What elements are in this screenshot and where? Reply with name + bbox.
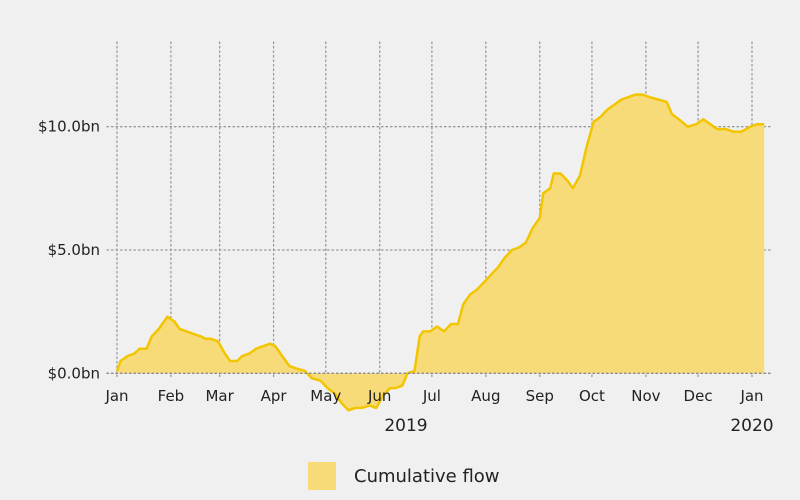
x-tick-label: Aug bbox=[471, 387, 500, 405]
y-tick-label: $10.0bn bbox=[38, 118, 100, 136]
series-line bbox=[115, 93, 765, 412]
year-label: 2020 bbox=[730, 416, 773, 436]
x-tick-label: Dec bbox=[684, 387, 713, 405]
x-tick-label: Jan bbox=[739, 387, 763, 405]
x-tick-label: Jan bbox=[104, 387, 128, 405]
legend-label: Cumulative flow bbox=[354, 465, 500, 487]
x-tick-label: Mar bbox=[205, 387, 234, 405]
x-tick-label: Feb bbox=[158, 387, 185, 405]
x-tick-label: Oct bbox=[579, 387, 605, 405]
y-tick-label: $0.0bn bbox=[48, 364, 100, 382]
legend-swatch bbox=[308, 462, 336, 490]
x-tick-label: May bbox=[310, 387, 341, 405]
x-tick-label: Jul bbox=[422, 387, 441, 405]
series-area bbox=[117, 94, 765, 411]
x-tick-label: Sep bbox=[526, 387, 554, 405]
year-label: 2019 bbox=[384, 416, 427, 436]
x-tick-label: Apr bbox=[261, 387, 288, 405]
x-tick-label: Nov bbox=[631, 387, 660, 405]
x-tick-label: Jun bbox=[367, 387, 391, 405]
legend: Cumulative flow bbox=[308, 462, 500, 490]
y-tick-label: $5.0bn bbox=[48, 241, 100, 259]
